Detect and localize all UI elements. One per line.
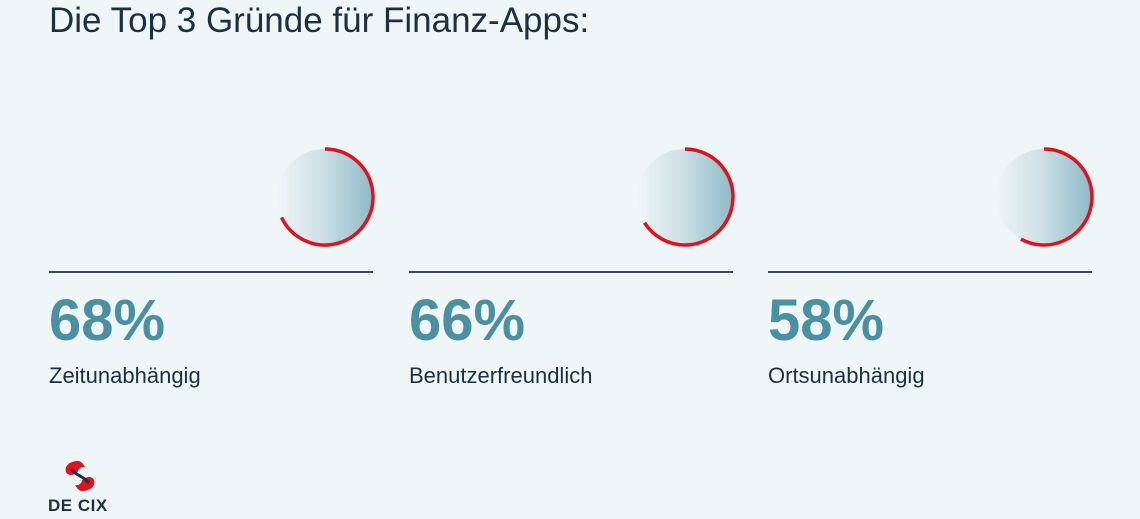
stat-label: Zeitunabhängig [49,363,201,388]
progress-arc [642,147,735,247]
ring-disc [277,149,373,245]
ring-disc [996,149,1092,245]
stat-value: 68% [49,288,166,353]
progress-ring [996,147,1094,247]
stat-benutzerfreundlich: 66% Benutzerfreundlich [409,140,735,400]
ring-disc [637,149,733,245]
stat-value: 58% [768,288,885,353]
stat-label: Benutzerfreundlich [409,363,593,388]
divider [409,271,733,273]
page-title: Die Top 3 Gründe für Finanz-Apps: [49,1,590,40]
stat-value: 66% [409,288,526,353]
progress-arc [279,147,375,247]
de-cix-logo: DE CIX [48,458,118,516]
divider [49,271,373,273]
stat-ortsunabhaengig: 58% Ortsunabhängig [768,140,1094,400]
progress-arc [1020,147,1094,247]
stat-zeitunabhaengig: 68% Zeitunabhängig [49,140,375,400]
progress-ring [637,147,735,247]
stat-label: Ortsunabhängig [768,363,925,388]
logo-text: DE CIX [48,496,108,515]
de-cix-logo-icon [65,461,95,491]
divider [768,271,1092,273]
progress-ring [277,147,375,247]
